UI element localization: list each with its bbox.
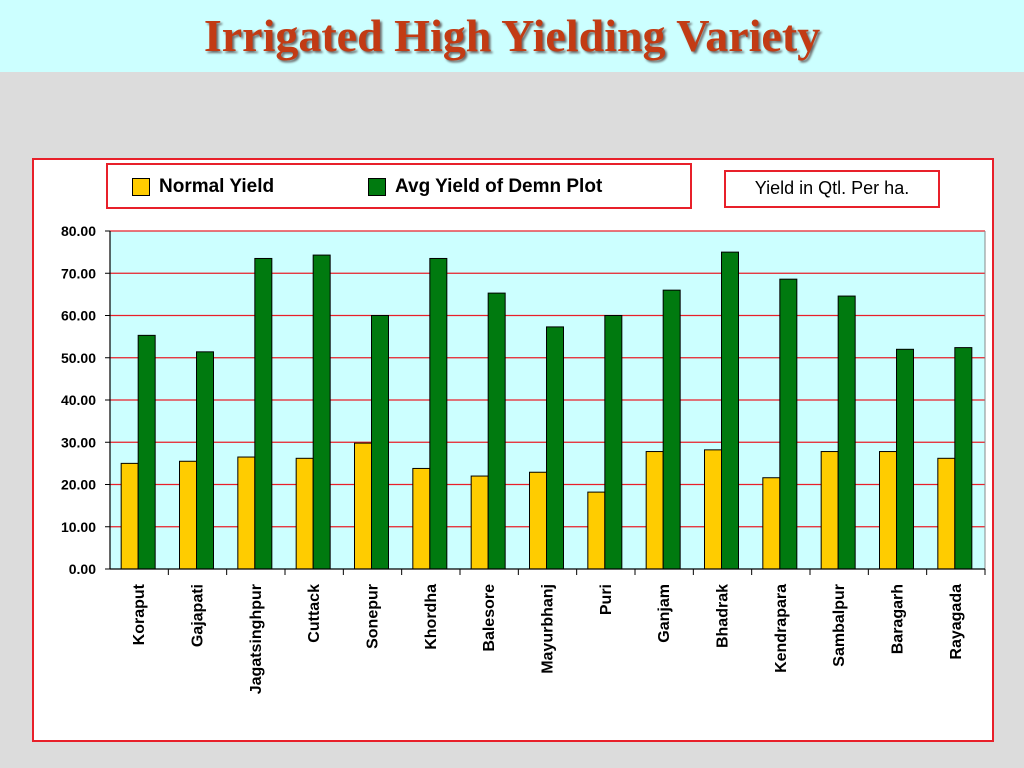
title-bar: Irrigated High Yielding Variety <box>0 0 1024 72</box>
x-tick-label: Balesore <box>481 584 498 652</box>
x-tick-label: Koraput <box>131 583 148 645</box>
bar-demo-gajapati <box>196 351 214 570</box>
legend-swatch-demo <box>368 178 386 196</box>
x-tick-label: Kendrapara <box>773 584 790 673</box>
y-tick-label: 10.00 <box>61 519 96 535</box>
bar-normal-rayagada <box>937 457 956 570</box>
bar-demo-bhadrak <box>721 251 739 570</box>
bar-normal-baragarh <box>879 451 897 570</box>
y-tick-label: 40.00 <box>61 392 96 408</box>
bar-demo-cuttack <box>312 254 331 570</box>
x-tick-label: Gajapati <box>190 584 207 647</box>
bar-demo-sambalpur <box>837 295 856 570</box>
bar-normal-bhadrak <box>704 449 722 570</box>
y-tick-label: 0.00 <box>69 561 96 577</box>
legend-swatch-normal <box>132 178 150 196</box>
x-tick-label: Bhadrak <box>715 584 732 648</box>
bar-demo-sonepur <box>371 315 389 570</box>
bar-demo-khordha <box>429 257 448 570</box>
bar-normal-sonepur <box>354 442 372 570</box>
bar-normal-balesore <box>470 475 489 570</box>
chart-legend: Normal Yield Avg Yield of Demn Plot <box>106 163 692 209</box>
y-tick-label: 20.00 <box>61 477 96 493</box>
y-tick-label: 70.00 <box>61 265 96 281</box>
y-tick-label: 60.00 <box>61 308 96 324</box>
x-tick-label: Mayurbhanj <box>540 584 557 674</box>
bar-normal-mayurbhanj <box>529 471 547 570</box>
bar-normal-gajapati <box>179 460 197 570</box>
bar-demo-koraput <box>137 334 156 570</box>
x-tick-label: Rayagada <box>948 584 965 660</box>
x-tick-label: Puri <box>598 584 615 615</box>
bar-normal-ganjam <box>645 451 664 570</box>
bar-normal-khordha <box>412 467 431 570</box>
x-tick-label: Sambalpur <box>831 584 848 667</box>
x-tick-label: Cuttack <box>306 584 323 643</box>
x-tick-label: Sonepur <box>365 584 382 649</box>
bar-demo-jagatsinghpur <box>254 257 273 570</box>
bar-normal-jagatsinghpur <box>237 456 256 570</box>
bar-demo-puri <box>604 315 623 570</box>
bar-demo-rayagada <box>954 347 973 570</box>
legend-item-demo: Avg Yield of Demn Plot <box>368 176 602 198</box>
bar-demo-balesore <box>487 292 506 570</box>
bar-normal-puri <box>587 491 606 570</box>
y-tick-label: 80.00 <box>61 223 96 239</box>
y-tick-label: 30.00 <box>61 434 96 450</box>
x-tick-label: Jagatsinghpur <box>248 584 265 694</box>
x-tick-label: Baragarh <box>890 584 907 654</box>
bar-demo-kendrapara <box>779 278 798 570</box>
bar-normal-koraput <box>120 462 139 570</box>
bar-demo-mayurbhanj <box>546 326 564 570</box>
legend-label-normal: Normal Yield <box>159 176 275 197</box>
page-title: Irrigated High Yielding Variety <box>203 10 821 61</box>
x-tick-label: Ganjam <box>656 584 673 643</box>
y-tick-label: 50.00 <box>61 350 96 366</box>
bar-demo-ganjam <box>662 289 681 570</box>
bar-demo-baragarh <box>896 348 914 570</box>
unit-note: Yield in Qtl. Per ha. <box>724 170 940 208</box>
legend-label-demo: Avg Yield of Demn Plot <box>395 176 603 197</box>
bar-normal-cuttack <box>295 457 314 570</box>
bar-normal-kendrapara <box>762 477 781 570</box>
bar-normal-sambalpur <box>820 451 839 570</box>
x-tick-label: Khordha <box>423 584 440 650</box>
legend-item-normal: Normal Yield <box>132 176 274 198</box>
